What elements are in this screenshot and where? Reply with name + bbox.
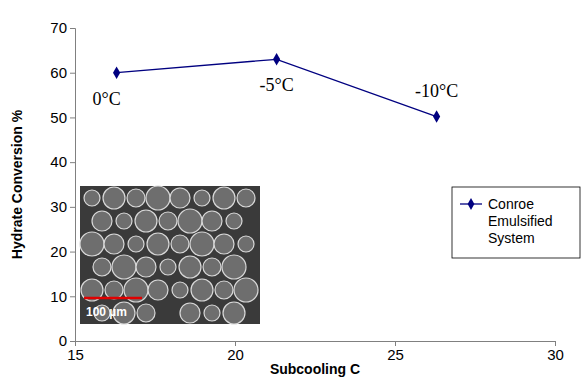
legend-marker	[468, 198, 475, 210]
tick: 10	[50, 288, 75, 305]
tick-label: 10	[50, 288, 67, 305]
inset-image: 100 µm	[80, 186, 260, 324]
droplet	[202, 211, 222, 231]
tick-mark	[70, 252, 75, 253]
tick-label: 40	[50, 153, 67, 170]
droplet	[116, 213, 132, 229]
droplet	[238, 236, 254, 252]
droplet	[127, 189, 145, 207]
droplet	[223, 302, 245, 324]
droplet	[136, 257, 156, 277]
tick: 20	[227, 341, 244, 363]
droplet	[204, 305, 220, 321]
droplet	[180, 303, 200, 323]
droplet	[178, 209, 202, 233]
x-axis-title: Subcooling C	[270, 361, 360, 377]
droplet	[190, 232, 214, 256]
tick-mark	[70, 207, 75, 208]
tick: 70	[50, 19, 75, 36]
droplet	[171, 235, 189, 253]
droplet	[237, 189, 255, 207]
droplet	[226, 213, 242, 229]
tick-label: 20	[227, 346, 244, 363]
tick-label: 25	[387, 346, 404, 363]
droplet	[234, 278, 258, 302]
tick: 15	[67, 341, 84, 363]
droplet	[112, 255, 136, 279]
data-point	[433, 110, 440, 122]
scale-label: 100 µm	[86, 305, 127, 319]
tick-mark	[70, 73, 75, 74]
tick: 0	[59, 332, 75, 349]
axis-line	[76, 342, 556, 347]
droplet	[160, 259, 176, 275]
tick: 50	[50, 109, 75, 126]
droplet	[84, 190, 100, 206]
plot-marks	[113, 53, 440, 123]
data-point	[273, 53, 280, 65]
droplet	[92, 211, 112, 231]
droplet	[135, 210, 157, 232]
tick-label: 15	[67, 346, 84, 363]
tick-label: 50	[50, 109, 67, 126]
droplet	[159, 212, 177, 230]
annotation: -10°C	[415, 81, 458, 101]
droplet	[103, 187, 125, 209]
droplet	[194, 190, 210, 206]
tick: 30	[50, 198, 75, 215]
x-axis: 15 20 25 30	[67, 341, 564, 363]
droplet	[203, 258, 221, 276]
droplet	[147, 233, 169, 255]
droplet	[105, 281, 123, 299]
tick-mark	[70, 162, 75, 163]
inset-background	[80, 186, 260, 324]
tick: 40	[50, 153, 75, 170]
tick-label: 20	[50, 243, 67, 260]
tick: 30	[547, 341, 564, 363]
series-line	[117, 59, 437, 116]
droplet	[148, 280, 168, 300]
droplet	[222, 255, 246, 279]
tick: 25	[387, 341, 404, 363]
droplet	[104, 234, 124, 254]
annotation: -5°C	[259, 75, 293, 95]
chart: 100 µm 15 20 25 30 0 10 20 30 40 50 60 70 Subcooling …	[0, 0, 584, 381]
scale-bar	[84, 297, 142, 300]
y-axis-title: Hydrate Conversion %	[9, 109, 25, 259]
droplet	[93, 258, 111, 276]
axis-line	[70, 29, 76, 342]
tick-mark	[70, 117, 75, 118]
legend-label: ConroeEmulsifiedSystem	[488, 196, 553, 246]
y-axis: 0 10 20 30 40 50 60 70	[50, 19, 75, 349]
droplet	[80, 232, 104, 256]
legend-box	[452, 187, 580, 258]
droplet	[170, 188, 190, 208]
tick: 60	[50, 64, 75, 81]
droplet	[137, 304, 155, 322]
inset-droplets	[80, 186, 258, 324]
tick: 20	[50, 243, 75, 260]
tick-mark	[70, 28, 75, 29]
droplet	[214, 234, 234, 254]
droplet	[179, 256, 201, 278]
tick-label: 30	[547, 346, 564, 363]
tick-label: 60	[50, 64, 67, 81]
tick-label: 0	[59, 332, 67, 349]
tick-mark	[70, 296, 75, 297]
data-point	[113, 66, 120, 78]
droplet	[172, 282, 188, 298]
droplet	[215, 281, 233, 299]
tick-mark	[70, 341, 75, 342]
droplet	[146, 186, 170, 210]
tick-label: 70	[50, 19, 67, 36]
droplet	[213, 187, 235, 209]
annotation: 0°C	[92, 89, 120, 109]
droplet	[191, 279, 213, 301]
legend: ConroeEmulsifiedSystem	[452, 187, 580, 258]
tick-label: 30	[50, 198, 67, 215]
droplet	[128, 236, 144, 252]
